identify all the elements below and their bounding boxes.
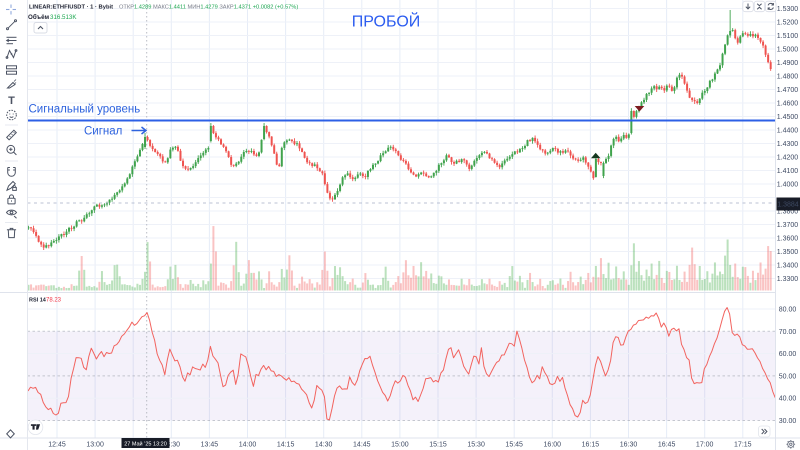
svg-text:1.3400: 1.3400 bbox=[777, 263, 799, 270]
svg-text:1.3700: 1.3700 bbox=[777, 222, 799, 229]
svg-text:13:00: 13:00 bbox=[86, 441, 104, 448]
svg-text:14:30: 14:30 bbox=[315, 441, 333, 448]
svg-text:16:45: 16:45 bbox=[658, 441, 676, 448]
svg-text:RSI 14: RSI 14 bbox=[29, 298, 47, 304]
svg-text:1.5100: 1.5100 bbox=[777, 33, 799, 40]
svg-text:80.00: 80.00 bbox=[779, 307, 797, 314]
svg-text:1.4100: 1.4100 bbox=[777, 168, 799, 175]
svg-text:70.00: 70.00 bbox=[779, 329, 797, 336]
svg-text:1.4800: 1.4800 bbox=[777, 74, 799, 81]
svg-text:15:45: 15:45 bbox=[505, 441, 523, 448]
svg-text:14:15: 14:15 bbox=[277, 441, 295, 448]
svg-text:14:45: 14:45 bbox=[353, 441, 371, 448]
svg-text:1.5000: 1.5000 bbox=[777, 47, 799, 54]
svg-text:1.5300: 1.5300 bbox=[777, 6, 799, 13]
svg-text:316.513K: 316.513K bbox=[50, 14, 77, 21]
svg-text:1.4900: 1.4900 bbox=[777, 60, 799, 67]
svg-text:30.00: 30.00 bbox=[779, 418, 797, 425]
svg-text:1.4600: 1.4600 bbox=[777, 101, 799, 108]
svg-text:15:00: 15:00 bbox=[391, 441, 409, 448]
svg-text:50.00: 50.00 bbox=[779, 373, 797, 380]
svg-text:13:30: 13:30 bbox=[163, 441, 181, 448]
svg-text:Объём: Объём bbox=[28, 14, 50, 21]
svg-text:1.3300: 1.3300 bbox=[777, 276, 799, 283]
svg-text:60.00: 60.00 bbox=[779, 351, 797, 358]
svg-text:ОТКР1.4289 МАКС1.4411 МИН1.427: ОТКР1.4289 МАКС1.4411 МИН1.4279 ЗАКР1.43… bbox=[119, 5, 298, 11]
svg-text:LINEAR:ETHFIUSDT · 1 · Bybit: LINEAR:ETHFIUSDT · 1 · Bybit bbox=[29, 5, 113, 11]
svg-text:16:15: 16:15 bbox=[582, 441, 600, 448]
svg-text:1.4500: 1.4500 bbox=[777, 114, 799, 121]
svg-text:1.4200: 1.4200 bbox=[777, 155, 799, 162]
svg-text:17:15: 17:15 bbox=[734, 441, 752, 448]
svg-text:1.4700: 1.4700 bbox=[777, 87, 799, 94]
svg-text:78.23: 78.23 bbox=[46, 298, 62, 304]
svg-text:17:00: 17:00 bbox=[696, 441, 714, 448]
svg-text:1.4300: 1.4300 bbox=[777, 141, 799, 148]
svg-text:ПРОБОЙ: ПРОБОЙ bbox=[352, 12, 421, 31]
svg-text:Сигнал: Сигнал bbox=[84, 126, 122, 138]
svg-text:1.3800: 1.3800 bbox=[777, 209, 799, 216]
svg-text:1.4000: 1.4000 bbox=[777, 182, 799, 189]
svg-text:1.5200: 1.5200 bbox=[777, 20, 799, 27]
svg-text:13:45: 13:45 bbox=[201, 441, 219, 448]
svg-text:15:15: 15:15 bbox=[429, 441, 447, 448]
svg-text:12:45: 12:45 bbox=[48, 441, 66, 448]
svg-text:1.3884: 1.3884 bbox=[777, 202, 799, 209]
svg-text:16:00: 16:00 bbox=[544, 441, 562, 448]
svg-text:1.4400: 1.4400 bbox=[777, 128, 799, 135]
svg-text:14:00: 14:00 bbox=[239, 441, 257, 448]
svg-text:1.3500: 1.3500 bbox=[777, 249, 799, 256]
svg-text:40.00: 40.00 bbox=[779, 396, 797, 403]
svg-text:16:30: 16:30 bbox=[620, 441, 638, 448]
svg-text:1.3600: 1.3600 bbox=[777, 236, 799, 243]
svg-text:Сигнальный уровень: Сигнальный уровень bbox=[29, 104, 141, 116]
svg-text:15:30: 15:30 bbox=[467, 441, 485, 448]
svg-text:T: T bbox=[8, 95, 15, 107]
svg-text:27 Май ’25 13:20: 27 Май ’25 13:20 bbox=[124, 441, 167, 448]
